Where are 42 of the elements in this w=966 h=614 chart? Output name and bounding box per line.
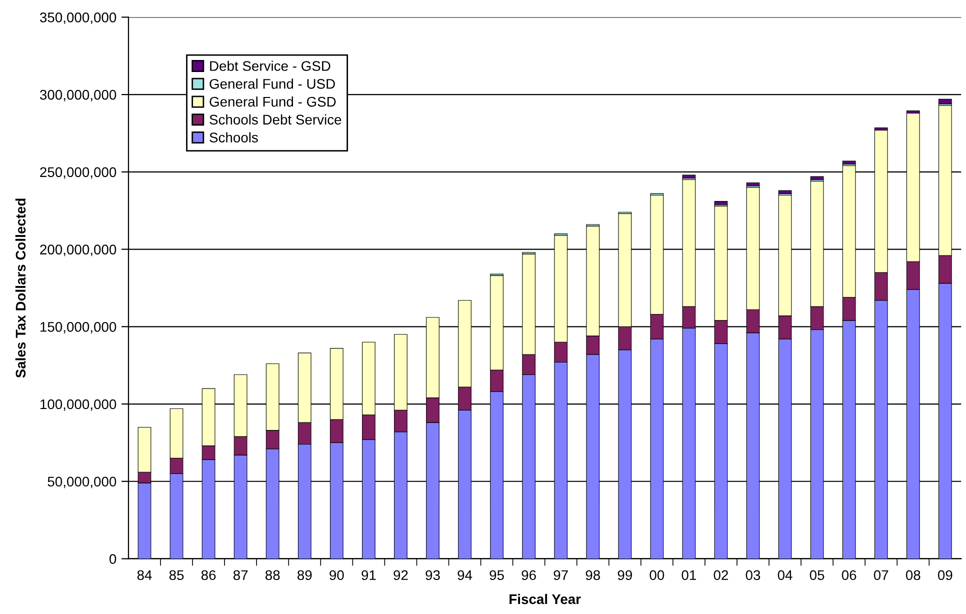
x-tick-label: 03 bbox=[746, 570, 760, 580]
y-axis-title: Sales Tax Dollars Collected bbox=[15, 198, 26, 378]
x-tick-label: 04 bbox=[778, 570, 792, 580]
x-tick-label: 84 bbox=[137, 570, 152, 580]
x-tick-label: 97 bbox=[554, 570, 568, 580]
x-tick-label: 88 bbox=[265, 570, 280, 580]
y-tick-label: 200,000,000 bbox=[40, 244, 116, 256]
x-tick-label: 89 bbox=[298, 570, 312, 580]
x-tick-label: 92 bbox=[394, 570, 408, 580]
bar bbox=[714, 201, 728, 205]
x-tick-label: 99 bbox=[618, 570, 632, 580]
y-tick-label: 50,000,000 bbox=[48, 476, 116, 488]
x-tick-label: 07 bbox=[874, 570, 888, 580]
x-tick-label: 00 bbox=[650, 570, 664, 580]
y-tick-label: 250,000,000 bbox=[40, 167, 116, 179]
legend-label: Debt Service - GSD bbox=[210, 60, 330, 71]
x-tick-label: 06 bbox=[842, 570, 856, 580]
x-tick-label: 94 bbox=[458, 570, 472, 580]
x-tick-label: 87 bbox=[233, 570, 248, 580]
x-tick-label: 95 bbox=[490, 570, 504, 580]
legend-label: General Fund - USD bbox=[210, 78, 335, 89]
x-tick-label: 91 bbox=[362, 570, 376, 580]
x-tick-label: 01 bbox=[682, 570, 696, 580]
legend-label: Schools bbox=[210, 132, 258, 142]
x-tick-label: 09 bbox=[938, 570, 952, 580]
x-tick-label: 90 bbox=[330, 570, 344, 580]
x-tick-label: 85 bbox=[169, 570, 184, 580]
x-tick-label: 02 bbox=[714, 570, 728, 580]
x-tick-label: 96 bbox=[522, 570, 536, 580]
x-tick-label: 86 bbox=[201, 570, 216, 580]
x-tick-label: 08 bbox=[906, 570, 920, 580]
y-tick-label: 150,000,000 bbox=[40, 322, 116, 334]
x-axis-title: Fiscal Year bbox=[510, 594, 581, 604]
x-tick-label: 98 bbox=[586, 570, 600, 580]
y-tick-label: 100,000,000 bbox=[40, 399, 116, 411]
x-tick-label: 93 bbox=[426, 570, 440, 580]
legend-label: Schools Debt Service bbox=[210, 114, 342, 125]
legend-label: General Fund - GSD bbox=[210, 96, 336, 107]
y-tick-label: 350,000,000 bbox=[40, 12, 116, 24]
y-tick-label: 0 bbox=[109, 554, 116, 564]
x-tick-label: 05 bbox=[810, 570, 824, 580]
y-tick-label: 300,000,000 bbox=[40, 90, 116, 102]
